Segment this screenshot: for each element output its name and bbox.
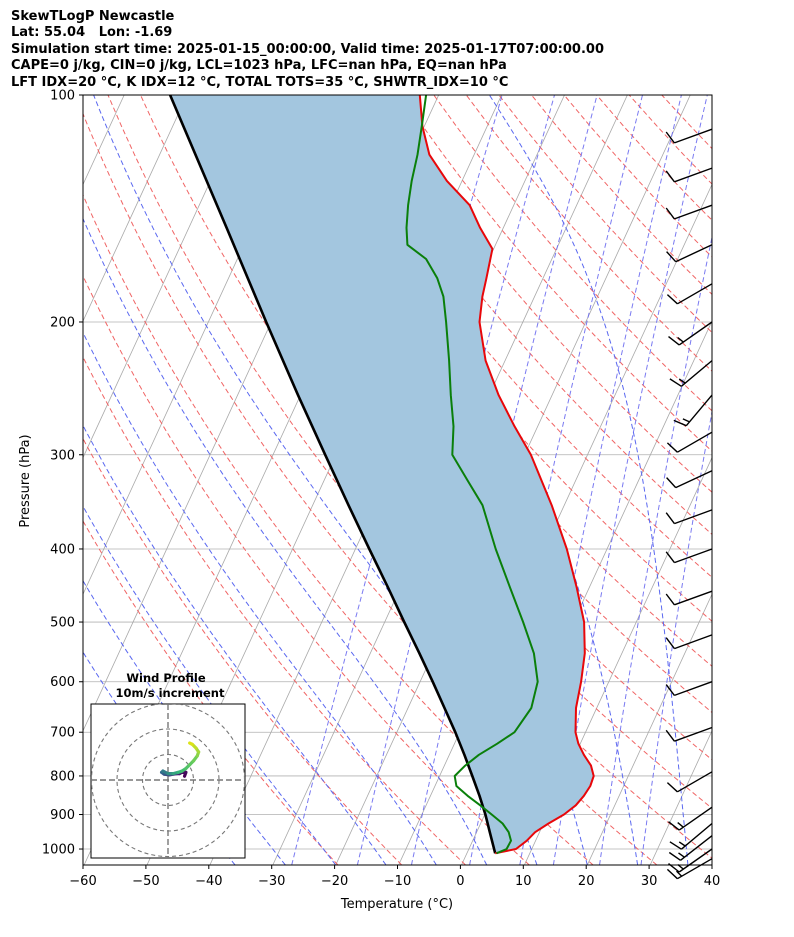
wind-barb (665, 590, 713, 606)
wind-barb (665, 204, 713, 220)
y-tick-label: 200 (50, 315, 75, 330)
wind-barb (665, 634, 713, 650)
x-tick-label: 30 (641, 874, 658, 889)
mixing-ratio-line (552, 95, 708, 865)
wind-barb (665, 681, 713, 697)
chart-title: SkewTLogP Newcastle (11, 9, 175, 24)
x-tick-label: 10 (515, 874, 532, 889)
x-axis-label: Temperature (°C) (340, 897, 453, 912)
y-tick-label: 100 (50, 89, 75, 104)
mixing-ratio-line (599, 234, 712, 865)
wind-profile-inset: Wind Profile 10m/s increment (90, 671, 246, 859)
dry-adiabat (302, 95, 712, 578)
x-tick-label: 40 (704, 874, 721, 889)
wind-barb (673, 394, 713, 427)
hodograph-segment (188, 741, 194, 746)
wind-barb (666, 431, 713, 453)
time-line: Simulation start time: 2025-01-15_00:00:… (11, 41, 604, 57)
y-tick-label: 700 (50, 726, 75, 741)
dry-adiabat (172, 95, 712, 761)
wind-barb (665, 509, 713, 525)
x-tick-label: 0 (456, 874, 464, 889)
wind-barb (666, 244, 713, 263)
isotherm-line (713, 95, 794, 865)
isotherm-line (776, 95, 794, 865)
profiles (168, 95, 595, 855)
moist-adiabat (83, 217, 488, 865)
dewpoint-line (405, 95, 539, 855)
y-axis-label: Pressure (hPa) (18, 434, 33, 527)
wind-barb (665, 726, 713, 742)
wind-barb (665, 128, 713, 144)
cape-line: CAPE=0 j/kg, CIN=0 j/kg, LCL=1023 hPa, L… (11, 58, 507, 74)
wind-barb (666, 858, 713, 880)
dry-adiabat (596, 95, 712, 221)
isotherm-line (586, 593, 712, 865)
y-tick-label: 500 (50, 616, 75, 631)
moist-adiabat (83, 505, 337, 865)
wind-barbs (665, 128, 713, 880)
dry-adiabat (563, 95, 712, 258)
wind-barb (669, 360, 713, 387)
moist-adiabat (83, 424, 387, 865)
location-line: Lat: 55.04 Lon: -1.69 (11, 25, 173, 41)
isotherm-line (83, 95, 251, 459)
x-tick-label: −30 (258, 874, 285, 889)
y-tick-label: 600 (50, 675, 75, 690)
x-tick-label: 20 (578, 874, 595, 889)
y-tick-label: 1000 (42, 843, 75, 858)
isotherm-line (524, 456, 712, 865)
wind-barb (665, 548, 713, 564)
mixing-ratio-line (640, 408, 712, 865)
cape-fill (170, 95, 594, 854)
x-tick-label: −50 (132, 874, 159, 889)
dry-adiabat (83, 274, 530, 865)
isotherm-line (649, 729, 712, 865)
parcel-line (168, 95, 497, 854)
wind-barb (668, 835, 713, 861)
moist-adiabat (83, 331, 437, 865)
y-tick-label: 400 (50, 542, 75, 557)
cape-area (170, 95, 594, 854)
x-axis-ticks: −60 −50 −40 −30 −20 −10 0 10 20 30 40 (69, 865, 720, 889)
y-tick-label: 300 (50, 448, 75, 463)
wind-barb (666, 283, 713, 305)
dry-adiabat (83, 356, 466, 865)
dry-adiabat (83, 437, 403, 865)
x-tick-label: −20 (321, 874, 348, 889)
wind-barb (668, 321, 713, 346)
x-tick-label: −60 (69, 874, 96, 889)
wind-barb (665, 167, 713, 183)
wind-barb (669, 822, 713, 850)
dry-adiabat (335, 95, 712, 535)
temperature-line (418, 95, 595, 855)
y-tick-label: 900 (50, 808, 75, 823)
dry-adiabat (661, 95, 712, 150)
wind-barb (666, 470, 713, 489)
wind-barb (668, 806, 713, 831)
y-axis-ticks: 100 200 300 400 500 600 700 800 900 1000 (42, 89, 83, 858)
title-block: SkewTLogP Newcastle Lat: 55.04 Lon: -1.6… (11, 9, 604, 91)
wind-barb (666, 771, 713, 793)
x-tick-label: −40 (195, 874, 222, 889)
indices-line: LFT IDX=20 °C, K IDX=12 °C, TOTAL TOTS=3… (11, 74, 509, 90)
wind-profile-title: Wind Profile (126, 671, 206, 685)
y-tick-label: 800 (50, 769, 75, 784)
x-tick-label: −10 (384, 874, 411, 889)
wind-profile-subtitle: 10m/s increment (116, 686, 225, 700)
isotherm-line (83, 95, 188, 322)
